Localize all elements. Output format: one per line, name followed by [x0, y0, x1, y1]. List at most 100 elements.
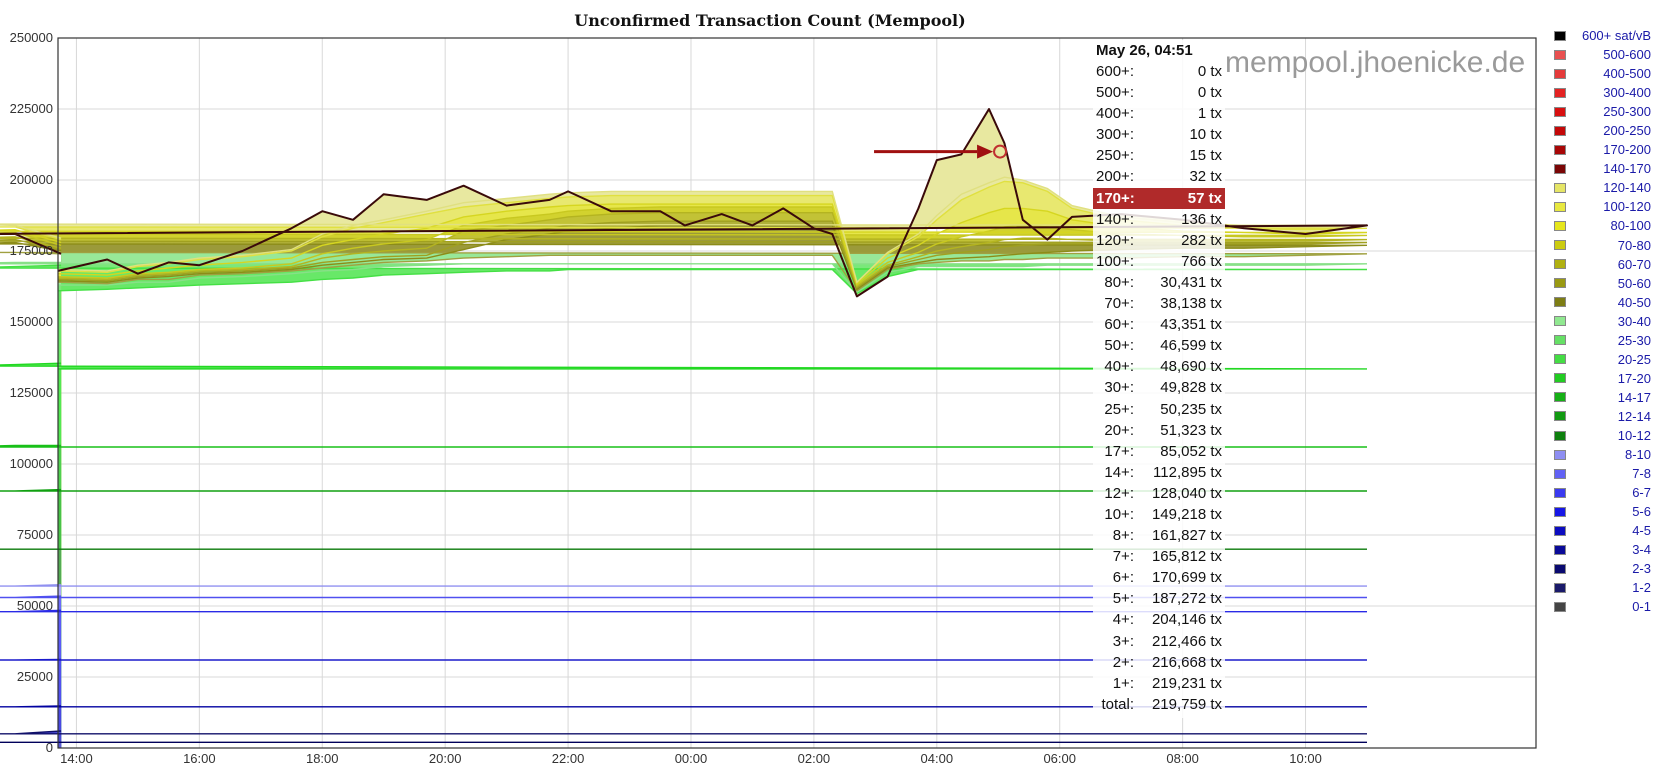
legend-label: 500-600 [1603, 47, 1651, 63]
legend-item[interactable]: 70-80 [1552, 236, 1657, 255]
watermark: mempool.jhoenicke.de [1225, 46, 1526, 79]
legend-item[interactable]: 5-6 [1552, 502, 1657, 521]
tooltip-row: 25+: 50,235 tx [1093, 399, 1225, 420]
tooltip-row-value: 43,351 tx [1160, 316, 1222, 334]
tooltip-row-label: 2+: [1112, 653, 1134, 671]
x-tick-label: 04:00 [921, 751, 954, 766]
legend-item[interactable]: 20-25 [1552, 350, 1657, 369]
legend-item[interactable]: 140-170 [1552, 159, 1657, 178]
legend-label: 6-7 [1632, 485, 1651, 501]
tooltip-row: 60+: 43,351 tx [1093, 314, 1225, 335]
legend-item[interactable]: 0-1 [1552, 597, 1657, 616]
legend-swatch [1554, 144, 1566, 155]
tooltip-row: 70+: 38,138 tx [1093, 293, 1225, 314]
tooltip-row-label: 17+: [1104, 442, 1134, 460]
legend-item[interactable]: 3-4 [1552, 540, 1657, 559]
legend-swatch [1554, 220, 1566, 231]
tooltip-row-value: 112,895 tx [1153, 463, 1222, 481]
tooltip-row-label: 5+: [1112, 590, 1134, 608]
legend-item[interactable]: 6-7 [1552, 483, 1657, 502]
legend-item[interactable]: 1-2 [1552, 578, 1657, 597]
tooltip-row-value: 51,323 tx [1160, 421, 1222, 439]
legend-item[interactable]: 400-500 [1552, 64, 1657, 83]
legend-item[interactable]: 80-100 [1552, 216, 1657, 235]
tooltip-row: 170+: 57 tx [1093, 187, 1225, 209]
tooltip-row-label: 12+: [1104, 484, 1134, 502]
legend-item[interactable]: 4-5 [1552, 521, 1657, 540]
tooltip-row-label: 120+: [1096, 231, 1134, 249]
tooltip-row-value: 136 tx [1181, 210, 1222, 228]
tooltip-row-label: 170+: [1096, 189, 1135, 207]
legend-item[interactable]: 14-17 [1552, 388, 1657, 407]
tooltip-row: 140+: 136 tx [1093, 209, 1225, 230]
legend-swatch [1554, 297, 1566, 308]
y-tick-label: 175000 [10, 243, 53, 258]
tooltip-row-value: 46,599 tx [1160, 337, 1222, 355]
legend-label: 20-25 [1617, 351, 1651, 367]
legend-label: 10-12 [1617, 428, 1651, 443]
tooltip-row-label: 200+: [1096, 168, 1134, 186]
tooltip-row-value: 50,235 tx [1160, 400, 1222, 418]
legend-item[interactable]: 10-12 [1552, 426, 1657, 445]
legend-label: 70-80 [1617, 237, 1651, 253]
legend-item[interactable]: 7-8 [1552, 464, 1657, 483]
legend-swatch [1554, 354, 1566, 365]
tooltip-row: 4+: 204,146 tx [1093, 609, 1225, 630]
tooltip-row-value: 219,231 tx [1151, 674, 1222, 692]
legend-swatch [1554, 468, 1566, 479]
legend-label: 17-20 [1617, 370, 1651, 386]
legend-item[interactable]: 100-120 [1552, 197, 1657, 216]
legend-label: 140-170 [1603, 161, 1651, 177]
legend-item[interactable]: 50-60 [1552, 274, 1657, 293]
x-tick-label: 02:00 [798, 751, 831, 766]
legend-swatch [1554, 240, 1566, 251]
legend-item[interactable]: 600+ sat/vB [1552, 26, 1657, 45]
legend-label: 2-3 [1632, 561, 1651, 577]
tooltip-row-label: total: [1101, 695, 1134, 713]
tooltip-row-label: 80+: [1104, 273, 1134, 291]
legend-label: 5-6 [1632, 504, 1651, 520]
tooltip-row: 50+: 46,599 tx [1093, 335, 1225, 356]
legend-swatch [1554, 49, 1566, 60]
tooltip-row-label: 30+: [1104, 379, 1134, 397]
tooltip-row-label: 10+: [1104, 505, 1134, 523]
legend-item[interactable]: 500-600 [1552, 45, 1657, 64]
legend-swatch [1554, 411, 1566, 422]
y-tick-label: 225000 [10, 101, 53, 116]
legend-item[interactable]: 40-50 [1552, 293, 1657, 312]
legend-label: 600+ sat/vB [1581, 28, 1651, 44]
legend-item[interactable]: 12-14 [1552, 407, 1657, 426]
legend-item[interactable]: 30-40 [1552, 312, 1657, 331]
legend-item[interactable]: 300-400 [1552, 83, 1657, 102]
tooltip-row-label: 4+: [1112, 611, 1134, 629]
tooltip-row: total: 219,759 tx [1093, 694, 1225, 715]
tooltip-row: 3+: 212,466 tx [1093, 631, 1225, 652]
chart-title: Unconfirmed Transaction Count (Mempool) [574, 11, 966, 30]
legend-item[interactable]: 2-3 [1552, 559, 1657, 578]
legend-label: 7-8 [1632, 466, 1651, 482]
area-1plus [0, 742, 1367, 748]
tooltip-row-label: 7+: [1112, 548, 1134, 566]
hover-point-marker [993, 144, 1008, 159]
legend-item[interactable]: 17-20 [1552, 369, 1657, 388]
legend-label: 300-400 [1603, 85, 1651, 101]
legend-label: 0-1 [1632, 599, 1651, 615]
tooltip-row-label: 20+: [1104, 421, 1134, 439]
legend-swatch [1554, 259, 1566, 270]
legend-swatch [1554, 582, 1566, 593]
legend-item[interactable]: 200-250 [1552, 121, 1657, 140]
legend-swatch [1554, 335, 1566, 346]
tooltip-row-label: 25+: [1104, 400, 1134, 418]
legend-label: 250-300 [1603, 104, 1651, 120]
legend-item[interactable]: 25-30 [1552, 331, 1657, 350]
legend-label: 100-120 [1603, 199, 1651, 215]
x-tick-label: 06:00 [1043, 751, 1076, 766]
legend-item[interactable]: 120-140 [1552, 178, 1657, 197]
legend-swatch [1554, 601, 1566, 612]
tooltip-row-value: 57 tx [1187, 189, 1222, 207]
legend-swatch [1554, 125, 1566, 136]
legend-item[interactable]: 60-70 [1552, 255, 1657, 274]
legend-item[interactable]: 250-300 [1552, 102, 1657, 121]
legend-item[interactable]: 170-200 [1552, 140, 1657, 159]
legend-item[interactable]: 8-10 [1552, 445, 1657, 464]
